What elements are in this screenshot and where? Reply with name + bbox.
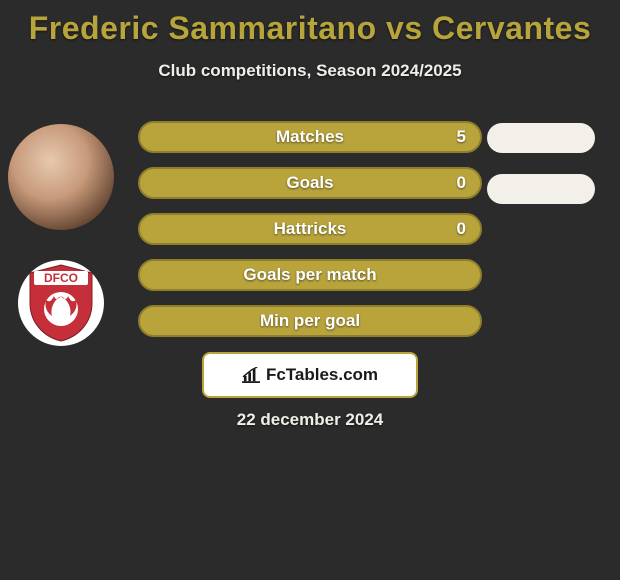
stat-bar-goals-per-match: Goals per match xyxy=(138,259,482,291)
stat-value: 5 xyxy=(457,127,466,147)
stat-label: Hattricks xyxy=(274,219,347,239)
opponent-pill xyxy=(487,174,595,204)
brand-text: FcTables.com xyxy=(266,365,378,385)
stat-label: Matches xyxy=(276,127,344,147)
club-badge-text: DFCO xyxy=(44,271,78,285)
player-avatar xyxy=(8,124,114,230)
stats-bars: Matches 5 Goals 0 Hattricks 0 Goals per … xyxy=(138,121,482,351)
stat-label: Min per goal xyxy=(260,311,360,331)
stat-label: Goals per match xyxy=(243,265,376,285)
stat-bar-goals: Goals 0 xyxy=(138,167,482,199)
footer-date: 22 december 2024 xyxy=(0,410,620,430)
stat-label: Goals xyxy=(286,173,333,193)
stat-bar-matches: Matches 5 xyxy=(138,121,482,153)
page-title: Frederic Sammaritano vs Cervantes xyxy=(0,0,620,47)
comparison-card: Frederic Sammaritano vs Cervantes Club c… xyxy=(0,0,620,580)
brand-badge[interactable]: FcTables.com xyxy=(202,352,418,398)
stat-value: 0 xyxy=(457,219,466,239)
club-badge-icon: DFCO xyxy=(26,263,96,343)
opponent-pill xyxy=(487,123,595,153)
page-subtitle: Club competitions, Season 2024/2025 xyxy=(0,61,620,81)
club-badge-container: DFCO xyxy=(18,260,104,346)
stat-bar-min-per-goal: Min per goal xyxy=(138,305,482,337)
stat-bar-hattricks: Hattricks 0 xyxy=(138,213,482,245)
chart-icon xyxy=(242,367,260,383)
stat-value: 0 xyxy=(457,173,466,193)
